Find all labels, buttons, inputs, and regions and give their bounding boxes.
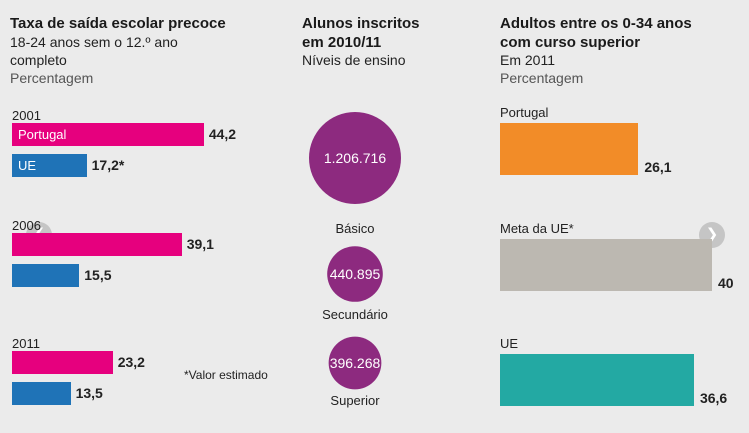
estimate-note: *Valor estimado [184,368,268,382]
bar-portugal-2011 [12,351,113,374]
bubble-category-label: Secundário [322,307,388,322]
bar-meta-ue [500,239,712,291]
bar-value-label: 40 [718,275,734,291]
bar-value-label: 15,5 [84,267,112,283]
category-label: Meta da UE* [500,221,574,236]
middle-subtitle: Níveis de ensino [302,52,406,68]
bar-value-label: 23,2 [117,354,145,370]
bar-value-label: 36,6 [699,390,728,406]
bar-value-label: 17,2* [91,157,125,173]
right-subtitle: Em 2011 [500,52,555,68]
bar-portugal-2006 [12,233,182,256]
middle-title-2: em 2010/11 [302,34,382,51]
bar-ue-2011 [12,382,71,405]
right-unit: Percentagem [500,70,584,86]
enrolment-bubble-chart: 1.206.716 Básico 440.895 Secundário 396.268 S… [309,112,401,408]
bar-portugal [500,123,639,175]
bar-portugal-2001 [12,123,204,146]
bar-value-label: 26,1 [644,159,672,175]
left-unit: Percentagem [10,70,94,86]
bar-value-label: 13,5 [75,385,103,401]
right-title-2: com curso superior [500,34,641,51]
year-label: 2006 [12,218,41,233]
chevron-right-icon: ❯ [705,226,719,243]
bubble-value-label: 396.268 [330,355,381,371]
middle-title-1: Alunos inscritos [302,15,420,32]
bubble-category-label: Superior [330,393,380,408]
right-title-1: Adultos entre os 0-34 anos [500,15,692,32]
left-subtitle-2: completo [10,52,67,68]
bubble-superior [328,336,382,390]
left-title: Taxa de saída escolar precoce [10,15,226,32]
category-label: Portugal [500,105,549,120]
bar-value-label: 44,2 [208,126,237,142]
bubble-básico [309,112,401,204]
bubble-secundário [327,246,383,302]
next-button[interactable]: ❯ [699,222,725,248]
bar-ue [500,354,694,406]
category-label: UE [500,336,519,351]
bubble-category-label: Básico [335,221,374,236]
bubble-value-label: 440.895 [330,266,381,282]
bar-ue-2006 [12,264,80,287]
bubble-value-label: 1.206.716 [324,150,386,166]
left-subtitle-1: 18-24 anos sem o 12.º ano [10,34,178,50]
bar-value-label: 39,1 [186,236,214,252]
series-label-portugal: Portugal [18,127,67,142]
year-label: 2011 [12,336,40,351]
series-label-ue: UE [18,158,37,173]
year-label: 2001 [12,108,41,123]
bar-ue-2001 [12,154,87,177]
